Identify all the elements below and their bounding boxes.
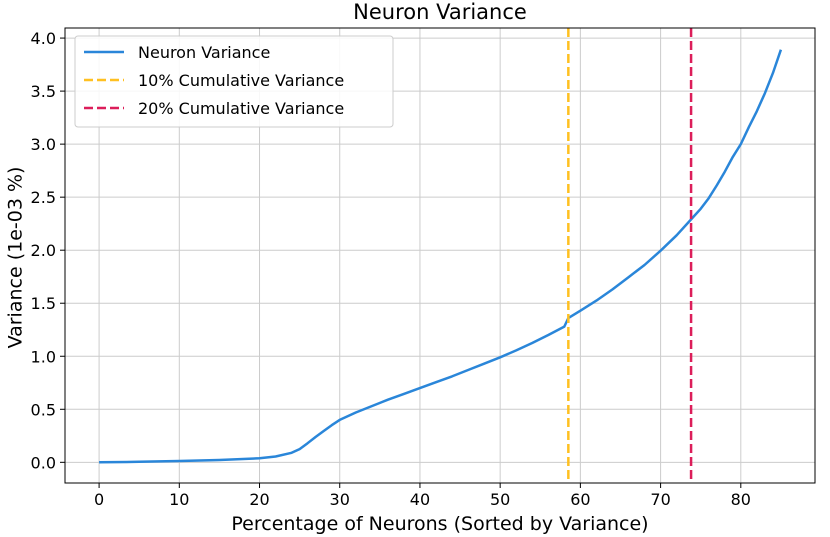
legend-box [74,35,394,128]
x-tick-label: 50 [490,490,510,509]
legend-label: Neuron Variance [138,43,270,62]
y-tick-label: 3.0 [31,135,56,154]
x-ticks: 0 10 20 30 40 50 60 70 80 [94,483,751,509]
x-tick-label: 10 [169,490,189,509]
y-tick-label: 2.0 [31,241,56,260]
x-tick-label: 20 [249,490,269,509]
y-tick-label: 0.5 [31,400,56,419]
y-tick-label: 1.0 [31,347,56,366]
y-tick-label: 3.5 [31,82,56,101]
legend-items: Neuron Variance 10% Cumulative Variance 20… [84,43,344,118]
y-tick-label: 1.5 [31,294,56,313]
legend-label: 10% Cumulative Variance [138,71,344,90]
plot-frame [64,27,816,484]
x-tick-label: 0 [94,490,104,509]
y-tick-label: 4.0 [31,29,56,48]
x-tick-label: 40 [410,490,430,509]
series [99,28,783,483]
y-tick-label: 0.0 [31,453,56,472]
x-tick-label: 70 [650,490,670,509]
x-tick-label: 80 [731,490,751,509]
y-tick-label: 2.5 [31,188,56,207]
legend: Neuron Variance 10% Cumulative Variance 20… [74,35,394,128]
y-axis-label: Variance (1e-03 %) [5,167,27,349]
x-tick-label: 60 [570,490,590,509]
x-axis-label: Percentage of Neurons (Sorted by Varianc… [231,513,648,535]
neuron-variance-line [99,49,783,464]
legend-label: 20% Cumulative Variance [138,99,344,118]
x-tick-label: 30 [330,490,350,509]
chart-title: Neuron Variance [353,0,527,24]
y-ticks: 0.0 0.5 1.0 1.5 2.0 2.5 3.0 3.5 4.0 [31,29,65,472]
